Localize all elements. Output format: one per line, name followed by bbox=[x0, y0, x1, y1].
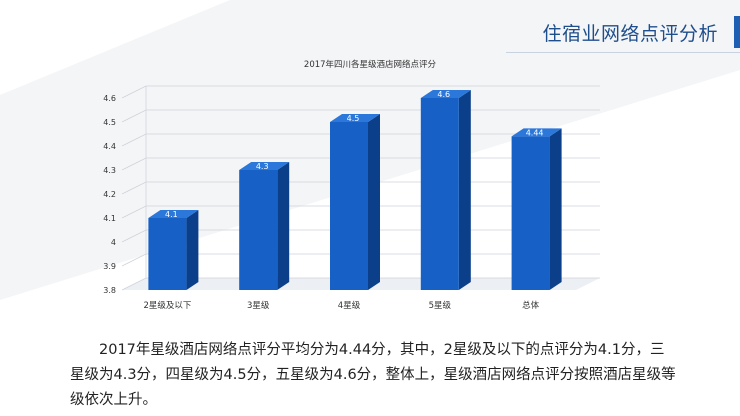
y-tick-label: 4.3 bbox=[103, 166, 116, 175]
bar-side bbox=[186, 210, 199, 290]
summary-paragraph: 2017年星级酒店网络点评分平均分为4.44分，其中，2星级及以下的点评分为4.… bbox=[70, 342, 676, 408]
bar-top bbox=[330, 114, 380, 122]
x-tick-label: 2星级及以下 bbox=[143, 300, 191, 311]
x-tick-label: 总体 bbox=[522, 300, 540, 311]
bar-side bbox=[458, 90, 471, 290]
x-tick-label: 4星级 bbox=[338, 300, 361, 311]
chart-bars: 4.1 4.3 4.5 4.6 4.44 bbox=[148, 90, 562, 290]
bar: 4.3 bbox=[239, 162, 290, 290]
bar-front bbox=[511, 136, 550, 290]
bar-chart: 2017年四川各星级酒店网络点评分 3.8 3.9 4 4.1 4.2 4.3 4.4 4.5… bbox=[103, 59, 600, 311]
x-axis-labels: 2星级及以下 3星级 4星级 5星级 总体 bbox=[143, 300, 539, 311]
bar-top bbox=[420, 90, 471, 98]
grid-line bbox=[121, 85, 600, 99]
y-axis-ticks: 3.8 3.9 4 4.1 4.2 4.3 4.4 4.5 4.6 bbox=[103, 94, 116, 295]
title-accent-bar bbox=[734, 16, 740, 48]
bar-front bbox=[330, 122, 368, 290]
bar-top bbox=[239, 162, 290, 170]
bar-value-label: 4.44 bbox=[526, 128, 544, 137]
y-tick-label: 4.5 bbox=[103, 118, 116, 127]
title-divider bbox=[506, 52, 740, 53]
bar-side bbox=[368, 114, 380, 290]
bar: 4.1 bbox=[148, 210, 199, 290]
bar-value-label: 4.1 bbox=[165, 210, 178, 219]
bar: 4.44 bbox=[511, 128, 562, 290]
x-tick-label: 5星级 bbox=[429, 300, 452, 311]
bar-value-label: 4.6 bbox=[437, 90, 450, 99]
bar: 4.6 bbox=[420, 90, 471, 290]
page-title: 住宿业网络点评分析 bbox=[542, 22, 718, 45]
bar-top bbox=[148, 210, 199, 218]
y-tick-label: 4 bbox=[111, 238, 116, 247]
bar-side bbox=[277, 162, 290, 290]
bar-top bbox=[511, 128, 562, 137]
bar-value-label: 4.5 bbox=[347, 114, 360, 123]
bar: 4.5 bbox=[330, 114, 380, 290]
bar-value-label: 4.3 bbox=[256, 162, 269, 171]
bar-front bbox=[239, 170, 278, 290]
bar-side bbox=[549, 128, 562, 290]
y-tick-label: 4.1 bbox=[103, 214, 116, 223]
x-tick-label: 3星级 bbox=[247, 300, 270, 311]
y-tick-label: 3.8 bbox=[103, 286, 116, 295]
y-tick-label: 3.9 bbox=[103, 262, 116, 271]
bar-front bbox=[420, 98, 459, 290]
y-tick-label: 4.6 bbox=[103, 94, 116, 103]
y-tick-label: 4.2 bbox=[103, 190, 116, 199]
title-bar: 住宿业网络点评分析 bbox=[542, 16, 740, 48]
y-tick-label: 4.4 bbox=[103, 142, 116, 151]
chart-title: 2017年四川各星级酒店网络点评分 bbox=[304, 59, 437, 70]
bar-front bbox=[148, 218, 187, 290]
